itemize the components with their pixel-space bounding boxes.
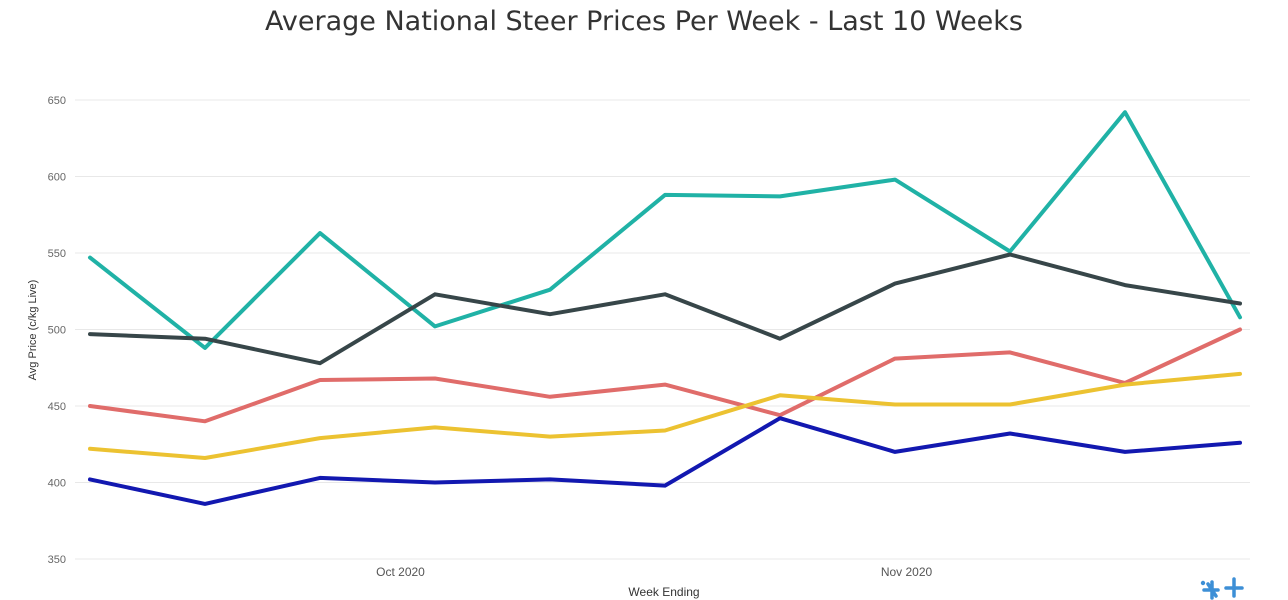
y-tick-label: 400 xyxy=(48,478,66,490)
x-axis-ticks: Oct 2020 Nov 2020 xyxy=(376,565,932,579)
gridlines xyxy=(75,99,1250,560)
series-line-3 xyxy=(88,327,1242,424)
series-line-1 xyxy=(88,110,1242,350)
series-line-2 xyxy=(88,252,1242,366)
brand-logo-icon xyxy=(1200,577,1244,600)
series-line-4 xyxy=(88,371,1242,460)
y-tick-label: 500 xyxy=(48,325,66,337)
x-axis-label: Week Ending xyxy=(628,585,699,599)
y-axis-ticks: 350 400 450 500 550 600 650 xyxy=(48,95,66,566)
y-axis-label: Avg Price (c/kg Live) xyxy=(27,280,39,381)
y-tick-label: 650 xyxy=(48,95,66,107)
y-tick-label: 600 xyxy=(48,172,66,184)
series-line-5 xyxy=(88,416,1242,506)
y-tick-label: 550 xyxy=(48,248,66,260)
y-tick-label: 350 xyxy=(48,554,66,566)
x-tick-label: Oct 2020 xyxy=(376,565,425,579)
x-tick-label: Nov 2020 xyxy=(881,565,933,579)
y-tick-label: 450 xyxy=(48,401,66,413)
chart-title: Average National Steer Prices Per Week -… xyxy=(265,6,1023,37)
series-lines xyxy=(88,110,1242,506)
